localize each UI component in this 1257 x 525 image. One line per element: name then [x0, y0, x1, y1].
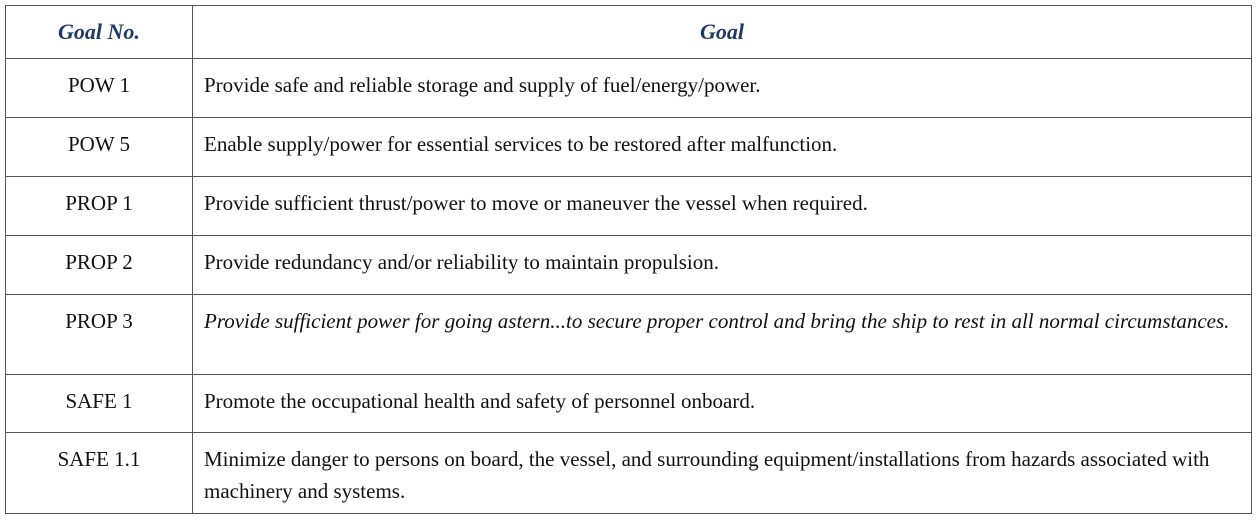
goal-description: Provide sufficient thrust/power to move …: [192, 176, 1252, 236]
goal-number: PROP 3: [5, 294, 193, 375]
goal-number: POW 1: [5, 58, 193, 118]
table-row: SAFE 1.1 Minimize danger to persons on b…: [5, 432, 1252, 514]
goal-description: Enable supply/power for essential servic…: [192, 117, 1252, 177]
goals-table: Goal No. Goal POW 1 Provide safe and rel…: [5, 5, 1252, 514]
table-row: PROP 2 Provide redundancy and/or reliabi…: [5, 235, 1252, 295]
goal-description: Provide safe and reliable storage and su…: [192, 58, 1252, 118]
goal-number: SAFE 1: [5, 374, 193, 433]
goal-number: POW 5: [5, 117, 193, 177]
goal-description: Provide sufficient power for going aster…: [192, 294, 1252, 375]
goal-number: SAFE 1.1: [5, 432, 193, 514]
table-row: PROP 3 Provide sufficient power for goin…: [5, 294, 1252, 375]
goal-description: Minimize danger to persons on board, the…: [192, 432, 1252, 514]
table-header-row: Goal No. Goal: [5, 5, 1252, 59]
goal-number: PROP 2: [5, 235, 193, 295]
table-row: PROP 1 Provide sufficient thrust/power t…: [5, 176, 1252, 236]
header-goal: Goal: [192, 5, 1252, 59]
goal-number: PROP 1: [5, 176, 193, 236]
table-row: POW 1 Provide safe and reliable storage …: [5, 58, 1252, 118]
goal-description: Provide redundancy and/or reliability to…: [192, 235, 1252, 295]
goal-description: Promote the occupational health and safe…: [192, 374, 1252, 433]
header-goal-no: Goal No.: [5, 5, 193, 59]
table-row: POW 5 Enable supply/power for essential …: [5, 117, 1252, 177]
table-row: SAFE 1 Promote the occupational health a…: [5, 374, 1252, 433]
